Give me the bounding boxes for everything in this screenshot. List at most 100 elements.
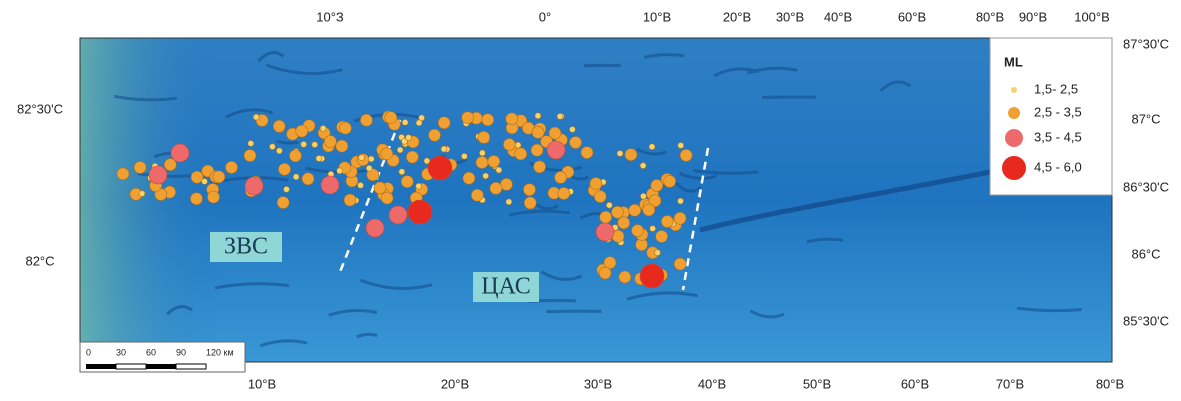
epicenter bbox=[301, 141, 307, 147]
right-axis-label: 86°30'С bbox=[1123, 179, 1169, 194]
legend-label: 4,5 - 6,0 bbox=[1034, 159, 1082, 174]
epicenter bbox=[488, 155, 500, 167]
epicenter bbox=[482, 114, 494, 126]
epicenter bbox=[244, 150, 256, 162]
epicenter bbox=[248, 140, 254, 146]
epicenter bbox=[320, 125, 326, 131]
right-axis-label: 87°С bbox=[1131, 111, 1160, 126]
epicenter bbox=[397, 147, 403, 153]
epicenter bbox=[640, 264, 664, 288]
epicenter bbox=[368, 156, 374, 162]
scale-bar-segment bbox=[176, 364, 206, 369]
epicenter bbox=[461, 153, 467, 159]
scale-bar-label: 120 км bbox=[206, 347, 234, 357]
epicenter bbox=[226, 161, 238, 173]
ridge bbox=[546, 311, 601, 312]
epicenter bbox=[296, 125, 308, 137]
epicenter bbox=[190, 193, 202, 205]
epicenter bbox=[416, 120, 422, 126]
scale-bar-label: 0 bbox=[86, 347, 91, 357]
epicenter bbox=[524, 197, 536, 209]
epicenter bbox=[277, 197, 289, 209]
epicenter bbox=[678, 142, 684, 148]
epicenter bbox=[515, 148, 527, 160]
epicenter bbox=[612, 206, 624, 218]
epicenter bbox=[506, 199, 512, 205]
scale-bar-label: 60 bbox=[146, 347, 156, 357]
epicenter bbox=[336, 140, 348, 152]
legend-label: 3,5 - 4,5 bbox=[1034, 129, 1082, 144]
top-axis-label: 40°В bbox=[824, 9, 852, 24]
top-axis-label: 90°В bbox=[1019, 9, 1047, 24]
epicenter bbox=[207, 191, 219, 203]
epicenter bbox=[649, 144, 655, 150]
bottom-axis-label: 70°В bbox=[996, 376, 1024, 391]
epicenter bbox=[629, 204, 641, 216]
epicenter bbox=[245, 177, 263, 195]
epicenter bbox=[478, 131, 490, 143]
bottom-axis-label: 40°В bbox=[698, 376, 726, 391]
epicenter bbox=[381, 148, 393, 160]
epicenter bbox=[661, 215, 673, 227]
epicenter bbox=[253, 114, 259, 120]
epicenter bbox=[339, 122, 351, 134]
epicenter bbox=[276, 148, 282, 154]
epicenter bbox=[149, 166, 167, 184]
ridge bbox=[276, 141, 298, 143]
region-label: ЗВС bbox=[224, 234, 268, 260]
top-axis-label: 100°В bbox=[1074, 9, 1110, 24]
epicenter bbox=[324, 136, 336, 148]
epicenter bbox=[344, 194, 356, 206]
legend-symbol bbox=[1011, 87, 1017, 93]
epicenter bbox=[438, 117, 450, 129]
epicenter bbox=[202, 178, 208, 184]
epicenter bbox=[569, 126, 575, 132]
bottom-axis-label: 30°В bbox=[584, 376, 612, 391]
epicenter bbox=[471, 189, 483, 201]
top-axis-label: 30°В bbox=[776, 9, 804, 24]
right-axis-label: 86°С bbox=[1131, 246, 1160, 261]
epicenter bbox=[293, 174, 299, 180]
top-axis-label: 10°З bbox=[316, 9, 344, 24]
epicenter bbox=[284, 186, 290, 192]
bottom-axis-label: 10°В bbox=[248, 376, 276, 391]
epicenter bbox=[302, 173, 314, 185]
epicenter bbox=[581, 147, 593, 159]
top-axis-label: 10°В bbox=[643, 9, 671, 24]
epicenter bbox=[643, 204, 655, 216]
epicenter bbox=[523, 184, 535, 196]
epicenter bbox=[429, 129, 441, 141]
epicenter bbox=[416, 183, 422, 189]
top-axis-label: 20°В bbox=[723, 9, 751, 24]
epicenter bbox=[651, 179, 663, 191]
map-figure: ЗВС ЦАС ML 10°З0°10°В20°В30°В40°В60°В80°… bbox=[0, 0, 1181, 401]
epicenter bbox=[462, 112, 474, 124]
top-axis-label: 60°В bbox=[898, 9, 926, 24]
epicenter bbox=[656, 230, 668, 242]
epicenter bbox=[506, 113, 518, 125]
scale-bar-segment bbox=[116, 364, 146, 369]
epicenter bbox=[590, 178, 602, 190]
epicenter bbox=[599, 267, 611, 279]
epicenter bbox=[366, 219, 384, 237]
epicenter bbox=[321, 176, 339, 194]
top-axis-label: 0° bbox=[539, 9, 551, 24]
bottom-axis-label: 50°В bbox=[803, 376, 831, 391]
epicenter bbox=[678, 198, 684, 204]
epicenter bbox=[366, 165, 372, 171]
epicenter bbox=[547, 141, 565, 159]
epicenter bbox=[401, 138, 407, 144]
epicenter bbox=[358, 182, 364, 188]
epicenter bbox=[664, 175, 676, 187]
epicenter bbox=[640, 163, 646, 169]
epicenter bbox=[531, 144, 543, 156]
epicenter bbox=[406, 151, 418, 163]
epicenter bbox=[463, 172, 475, 184]
epicenter bbox=[557, 113, 563, 119]
epicenter bbox=[496, 167, 502, 173]
epicenter bbox=[680, 149, 692, 161]
epicenter bbox=[600, 211, 612, 223]
epicenter bbox=[503, 139, 515, 151]
epicenter bbox=[428, 156, 452, 180]
epicenter bbox=[606, 202, 612, 208]
